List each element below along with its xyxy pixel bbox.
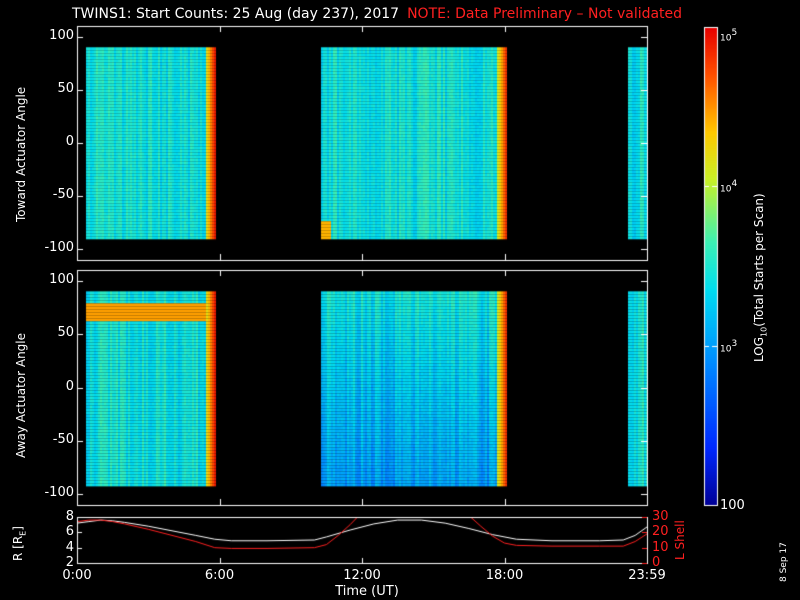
lshell-ytick-label: 10	[652, 539, 669, 555]
colorbar-tick-base: 100	[720, 497, 745, 513]
lshell-ytick-label: 0	[652, 555, 661, 570]
colorbar-tick-label: 104	[720, 179, 737, 195]
r-ylabel-sub: E	[18, 530, 28, 536]
colorbar-tick-base: 10	[720, 32, 732, 43]
ytick-label: 100	[49, 27, 74, 43]
colorbar-tick-exponent: 5	[731, 27, 738, 38]
time-tick-label: 6:00	[204, 568, 235, 583]
ytick-label: -50	[52, 431, 74, 447]
ytick-label: 100	[49, 271, 74, 287]
colorbar-tick-label: 105	[720, 28, 737, 44]
time-xlabel: Time (UT)	[335, 584, 399, 599]
r-ytick-label: 6	[65, 524, 74, 540]
colorbar-tick-label: 103	[720, 339, 737, 355]
plot-title: TWINS1: Start Counts: 25 Aug (day 237), …	[72, 6, 682, 22]
time-tick-label: 23:59	[628, 568, 666, 583]
ytick-label: -50	[52, 187, 74, 203]
time-tick-label: 0:00	[62, 568, 92, 583]
r-ytick-label: 2	[65, 555, 74, 570]
r-ytick-label: 8	[65, 509, 74, 524]
ytick-label: -100	[44, 240, 74, 256]
colorbar-label-suffix: (Total Starts per Scan)	[752, 193, 766, 327]
lshell-ytick-label: 30	[652, 509, 669, 524]
lshell-ytick-label: 20	[652, 524, 669, 540]
r-ylabel-text: R [R	[11, 535, 25, 561]
ytick-label: -100	[44, 485, 74, 501]
colorbar-label-prefix: LOG	[752, 336, 766, 362]
r-ylabel: R [RE]	[11, 526, 27, 561]
r-ytick-label: 4	[65, 539, 74, 555]
note-text: NOTE: Data Preliminary – Not validated	[407, 6, 683, 22]
colorbar-tick-exponent: 3	[731, 338, 738, 349]
away-angle-ylabel: Away Actuator Angle	[14, 332, 28, 458]
lshell-ylabel: L Shell	[673, 520, 687, 560]
colorbar-label: LOG10(Total Starts per Scan)	[752, 193, 768, 362]
colorbar-tick-base: 10	[720, 343, 732, 354]
colorbar-tick-base: 10	[720, 183, 732, 194]
toward-angle-ylabel: Toward Actuator Angle	[14, 86, 28, 222]
ytick-label: 50	[57, 80, 74, 96]
colorbar-tick-exponent: 4	[731, 178, 738, 189]
date-stamp: 8 Sep 17	[779, 542, 789, 582]
time-tick-label: 18:00	[485, 568, 524, 583]
title-text: TWINS1: Start Counts: 25 Aug (day 237), …	[72, 6, 400, 22]
r-ylabel-close: ]	[11, 526, 25, 531]
ytick-label: 0	[65, 378, 74, 394]
colorbar-label-sub: 10	[759, 326, 769, 337]
colorbar-tick-label: 100	[720, 498, 745, 513]
time-tick-label: 12:00	[343, 568, 381, 583]
ytick-label: 50	[57, 325, 74, 341]
ytick-label: 0	[65, 134, 74, 149]
